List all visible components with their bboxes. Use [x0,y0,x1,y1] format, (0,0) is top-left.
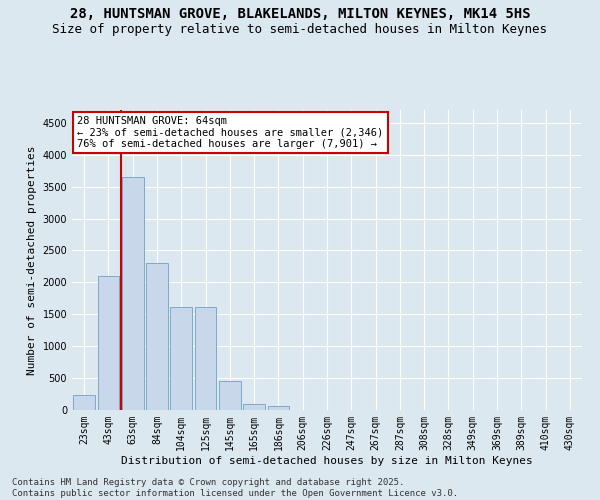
Bar [243,404,265,410]
Text: 28, HUNTSMAN GROVE, BLAKELANDS, MILTON KEYNES, MK14 5HS: 28, HUNTSMAN GROVE, BLAKELANDS, MILTON K… [70,8,530,22]
Text: 28 HUNTSMAN GROVE: 64sqm
← 23% of semi-detached houses are smaller (2,346)
76% o: 28 HUNTSMAN GROVE: 64sqm ← 23% of semi-d… [77,116,383,149]
Bar [122,177,143,410]
X-axis label: Distribution of semi-detached houses by size in Milton Keynes: Distribution of semi-detached houses by … [121,456,533,466]
Bar [146,263,168,410]
Text: Size of property relative to semi-detached houses in Milton Keynes: Size of property relative to semi-detach… [53,22,548,36]
Text: Contains HM Land Registry data © Crown copyright and database right 2025.
Contai: Contains HM Land Registry data © Crown c… [12,478,458,498]
Bar [97,276,119,410]
Bar [170,306,192,410]
Bar [194,306,217,410]
Y-axis label: Number of semi-detached properties: Number of semi-detached properties [27,145,37,375]
Bar [268,406,289,410]
Bar [219,382,241,410]
Bar [73,396,95,410]
